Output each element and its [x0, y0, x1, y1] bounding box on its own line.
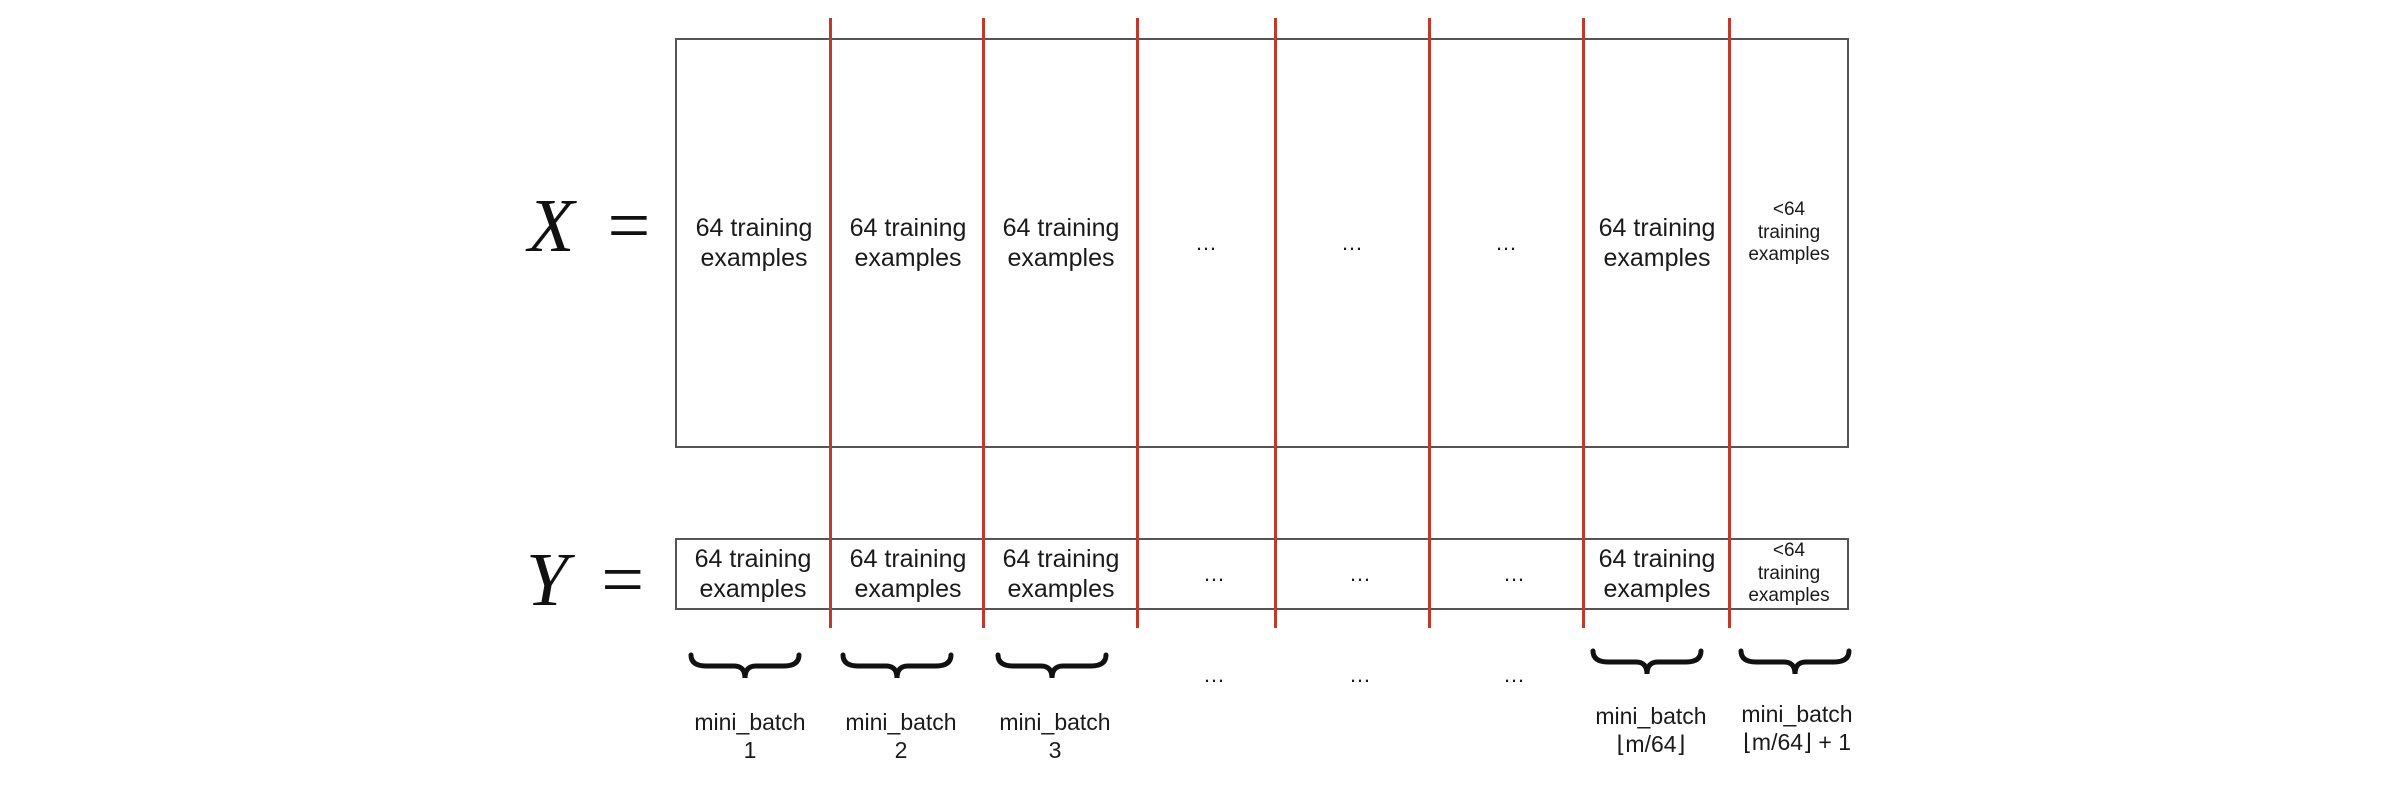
y-cell-batch-3: 64 training examples [985, 540, 1137, 608]
brace-ellipsis-2: … [1285, 655, 1437, 695]
y-cell-ellipsis-1: … [1147, 540, 1283, 608]
minibatch-label-2: mini_batch 2 [826, 708, 976, 764]
y-cell-text: 64 training [1598, 544, 1716, 573]
minibatch-label-last: mini_batch ⌊m/64⌋ [1576, 702, 1726, 758]
x-cell-text: training [1757, 221, 1821, 243]
x-equals-sign: = [607, 184, 651, 268]
minibatch-index: 1 [743, 737, 757, 764]
y-cell-ellipsis-2: … [1285, 540, 1437, 608]
brace-batch-remainder [1738, 648, 1852, 675]
x-cell-text: 64 training [1598, 213, 1716, 242]
x-cell-text: examples [700, 244, 808, 272]
minibatch-label-1: mini_batch 1 [675, 708, 825, 764]
y-cell-batch-2: 64 training examples [832, 540, 984, 608]
x-cell-ellipsis-1: … [1139, 40, 1275, 446]
y-cell-text: training [1757, 562, 1821, 584]
minibatch-name: mini_batch [999, 709, 1111, 735]
ellipsis: … [1203, 560, 1227, 586]
x-cell-text: 64 training [695, 213, 813, 242]
ellipsis: … [1495, 229, 1519, 255]
minibatch-name: mini_batch [1595, 703, 1707, 729]
minibatch-index: 3 [1048, 737, 1062, 764]
minibatch-index: 2 [894, 737, 908, 764]
divider-line [1136, 18, 1139, 628]
minibatch-label-3: mini_batch 3 [980, 708, 1130, 764]
y-cell-text: examples [1007, 575, 1115, 603]
x-cell-batch-2: 64 training examples [832, 40, 984, 446]
minibatch-name: mini_batch [694, 709, 806, 735]
x-cell-batch-3: 64 training examples [985, 40, 1137, 446]
brace-ellipsis-1: … [1147, 655, 1283, 695]
divider-line [982, 18, 985, 628]
x-cell-text: examples [854, 244, 962, 272]
x-cell-batch-1: 64 training examples [677, 40, 831, 446]
x-cell-text: 64 training [1002, 213, 1120, 242]
divider-line [829, 18, 832, 628]
ellipsis: … [1341, 229, 1365, 255]
x-cell-ellipsis-3: … [1431, 40, 1583, 446]
y-cell-text: 64 training [849, 544, 967, 573]
ellipsis: … [1195, 229, 1219, 255]
y-cell-text: examples [1748, 585, 1830, 607]
y-cell-ellipsis-3: … [1439, 540, 1591, 608]
divider-line [1582, 18, 1585, 628]
x-cell-batch-last: 64 training examples [1585, 40, 1729, 446]
brace-batch-3 [995, 652, 1109, 679]
y-cell-text: examples [1603, 575, 1711, 603]
ellipsis: … [1503, 560, 1527, 586]
x-cell-text: 64 training [849, 213, 967, 242]
y-cell-text: 64 training [1002, 544, 1120, 573]
ellipsis: … [1503, 661, 1527, 687]
ellipsis: … [1203, 661, 1227, 687]
brace-ellipsis-3: … [1439, 655, 1591, 695]
x-cell-text: examples [1603, 244, 1711, 272]
y-equals-sign: = [601, 538, 645, 622]
divider-line [1274, 18, 1277, 628]
y-cell-text: examples [854, 575, 962, 603]
x-symbol: X [528, 184, 575, 268]
minibatch-index: ⌊m/64⌋ [1616, 731, 1686, 758]
brace-batch-1 [688, 652, 802, 679]
brace-batch-2 [840, 652, 954, 679]
y-cell-batch-last: 64 training examples [1585, 540, 1729, 608]
y-symbol: Y [526, 538, 569, 622]
ellipsis: … [1349, 661, 1373, 687]
y-cell-batch-remainder: <64 training examples [1731, 540, 1847, 608]
divider-line [1428, 18, 1431, 628]
y-matrix-label: Y = [526, 542, 644, 618]
y-cell-text: 64 training [694, 544, 812, 573]
y-cell-text: <64 [1772, 539, 1806, 561]
x-cell-ellipsis-2: … [1277, 40, 1429, 446]
divider-line [1728, 18, 1731, 628]
ellipsis: … [1349, 560, 1373, 586]
x-cell-text: <64 [1772, 198, 1806, 220]
x-cell-text: examples [1007, 244, 1115, 272]
x-cell-batch-remainder: <64 training examples [1731, 40, 1847, 446]
minibatch-index: ⌊m/64⌋ + 1 [1742, 729, 1852, 756]
minibatch-name: mini_batch [845, 709, 957, 735]
minibatch-label-remainder: mini_batch ⌊m/64⌋ + 1 [1722, 700, 1872, 756]
minibatch-name: mini_batch [1741, 701, 1853, 727]
y-matrix-box [675, 538, 1849, 610]
y-cell-batch-1: 64 training examples [677, 540, 829, 608]
brace-batch-last [1590, 648, 1704, 675]
y-cell-text: examples [699, 575, 807, 603]
x-matrix-box [675, 38, 1849, 448]
x-matrix-label: X = [528, 188, 650, 264]
x-cell-text: examples [1748, 244, 1830, 266]
